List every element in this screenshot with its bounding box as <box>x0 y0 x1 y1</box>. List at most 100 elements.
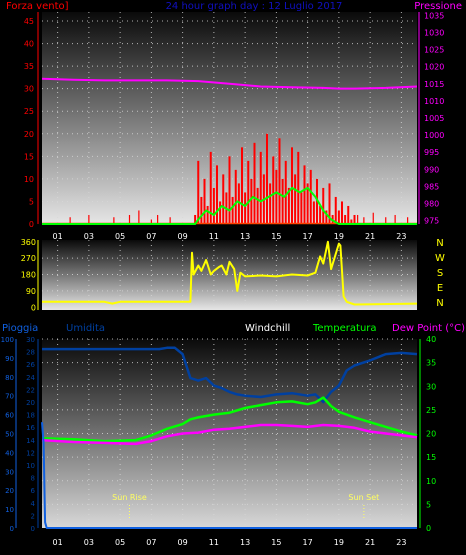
pressure-axis-label: Pressione <box>414 1 462 12</box>
pressure-y-tick: 1000 <box>424 131 444 140</box>
rain-y-tick: 90 <box>5 355 14 363</box>
chart-title: 24 hour graph day : 12 Luglio 2017 <box>166 1 343 12</box>
humidity-label: Umidita <box>66 323 105 334</box>
temp-y-tick: 15 <box>426 453 436 462</box>
wind-y-tick: 30 <box>24 85 34 94</box>
humidity-y-tick: 18 <box>26 412 35 420</box>
pressure-y-tick: 1025 <box>424 46 444 55</box>
wind-y-tick: 0 <box>29 220 34 229</box>
rain-y-tick: 30 <box>5 468 14 476</box>
pressure-y-tick: 1035 <box>424 11 444 20</box>
direction-y-tick: 360 <box>21 238 36 247</box>
wind-y-tick: 40 <box>24 40 34 49</box>
wind-x-tick: 21 <box>365 232 375 241</box>
temp-y-tick: 0 <box>426 524 431 533</box>
temp-y-tick: 5 <box>426 500 431 509</box>
rain-y-tick: 40 <box>5 449 14 457</box>
humidity-y-tick: 26 <box>26 361 35 369</box>
sun-set-label: Sun Set <box>348 493 379 502</box>
temp-y-tick: 30 <box>426 382 436 391</box>
wind-x-tick: 23 <box>396 232 406 241</box>
pressure-y-tick: 980 <box>424 199 439 208</box>
temp-x-tick: 05 <box>115 538 125 547</box>
temp-x-tick: 09 <box>178 538 188 547</box>
compass-label: N <box>436 238 443 249</box>
pressure-y-tick: 1020 <box>424 63 444 72</box>
wind-y-tick: 10 <box>24 175 34 184</box>
rain-y-tick: 70 <box>5 393 14 401</box>
compass-label: E <box>437 283 443 294</box>
rain-y-tick: 10 <box>5 506 14 514</box>
temp-y-tick: 35 <box>426 359 436 368</box>
humidity-y-tick: 4 <box>31 500 36 508</box>
wind-y-tick: 25 <box>24 107 34 116</box>
humidity-y-tick: 22 <box>26 386 35 394</box>
temperature-label: Temperatura <box>312 323 377 334</box>
temp-x-tick: 13 <box>240 538 250 547</box>
humidity-y-tick: 20 <box>26 399 35 407</box>
pressure-y-tick: 1005 <box>424 114 444 123</box>
compass-label: W <box>435 253 445 264</box>
humidity-y-tick: 14 <box>26 437 35 445</box>
wind-y-tick: 15 <box>24 152 34 161</box>
windchill-label: Windchill <box>245 323 290 334</box>
wind-x-tick: 17 <box>303 232 313 241</box>
compass-label: N <box>436 298 443 309</box>
temp-y-tick: 40 <box>426 335 436 344</box>
humidity-y-tick: 6 <box>31 487 36 495</box>
temperature-line <box>41 396 418 443</box>
humidity-y-tick: 2 <box>31 512 35 520</box>
direction-plot-area <box>42 240 417 310</box>
pressure-y-tick: 975 <box>424 217 439 226</box>
temp-y-tick: 10 <box>426 477 436 486</box>
wind-x-tick: 09 <box>178 232 188 241</box>
wind-x-tick: 15 <box>271 232 281 241</box>
wind-y-tick: 5 <box>29 197 34 206</box>
wind-axis-label: Forza vento] <box>6 1 69 12</box>
temp-y-tick: 25 <box>426 406 436 415</box>
rain-y-tick: 0 <box>10 525 14 533</box>
humidity-y-tick: 30 <box>26 336 35 344</box>
direction-y-tick: 90 <box>26 287 36 296</box>
rain-y-tick: 50 <box>5 431 14 439</box>
wind-x-tick: 07 <box>146 232 156 241</box>
rain-y-tick: 60 <box>5 412 14 420</box>
wind_avg-line <box>42 186 417 225</box>
direction-y-tick: 0 <box>31 303 36 312</box>
pressure-y-tick: 1030 <box>424 29 444 38</box>
pressure-y-tick: 985 <box>424 182 439 191</box>
temp-x-tick: 03 <box>84 538 94 547</box>
pressure-y-tick: 995 <box>424 148 439 157</box>
humidity-y-tick: 24 <box>26 374 35 382</box>
pressure-y-tick: 990 <box>424 165 439 174</box>
humidity-line <box>42 346 418 404</box>
humidity-y-tick: 8 <box>31 475 35 483</box>
humidity-y-tick: 10 <box>26 462 35 470</box>
humidity-y-tick: 16 <box>26 424 35 432</box>
dewpoint-line <box>41 423 418 446</box>
rain-y-tick: 100 <box>1 336 14 344</box>
rain-line <box>41 422 417 529</box>
wind-x-tick: 19 <box>334 232 344 241</box>
temp-x-tick: 01 <box>53 538 63 547</box>
rain-label: Pioggia <box>2 323 38 334</box>
humidity-y-tick: 28 <box>26 349 35 357</box>
wind-x-tick: 01 <box>53 232 63 241</box>
wind-y-tick: 45 <box>24 17 34 26</box>
wind-y-tick: 20 <box>24 130 34 139</box>
direction-line <box>42 240 418 306</box>
temp-x-tick: 07 <box>146 538 156 547</box>
compass-label: S <box>437 268 443 279</box>
wind-x-tick: 13 <box>240 232 250 241</box>
wind-x-tick: 05 <box>115 232 125 241</box>
direction-y-tick: 180 <box>21 271 36 280</box>
wind-x-tick: 11 <box>209 232 219 241</box>
pressure-y-tick: 1015 <box>424 80 444 89</box>
dewpoint-label: Dew Point (°C) <box>392 323 465 334</box>
temp-y-tick: 20 <box>426 430 436 439</box>
temp-x-tick: 15 <box>271 538 281 547</box>
temp-x-tick: 21 <box>365 538 375 547</box>
sun-rise-label: Sun Rise <box>112 493 147 502</box>
